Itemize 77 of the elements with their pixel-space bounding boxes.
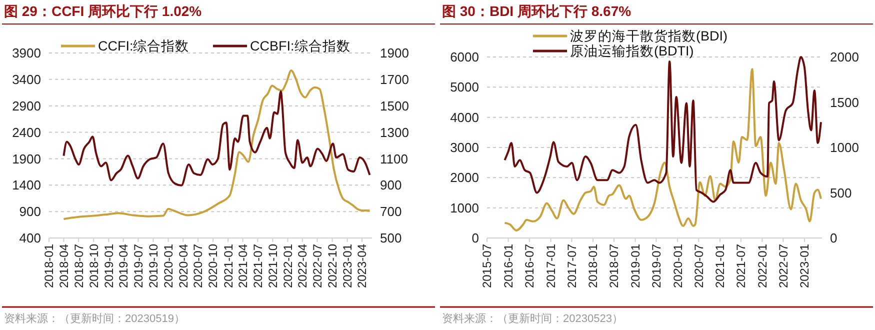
y2-tick-label: 0: [830, 230, 838, 246]
x-tick-label: 2016-07: [522, 244, 537, 288]
x-tick-label: 2021-04: [236, 244, 250, 288]
y-tick-label: 3400: [12, 72, 41, 87]
y-tick-label: 5000: [450, 80, 479, 95]
x-tick-label: 2023-01: [340, 244, 355, 288]
x-tick-label: 2015-07: [480, 244, 494, 288]
y2-tick-label: 700: [380, 204, 402, 220]
x-tick-label: 2019-10: [146, 244, 160, 288]
x-tick-label: 2021-07: [734, 244, 748, 288]
y-tick-label: 900: [19, 204, 41, 220]
x-tick-label: 2022-01: [755, 244, 770, 288]
x-tick-label: 2017-07: [564, 244, 579, 288]
chart-title: 图 29：CCFI 周环比下行 1.02%: [4, 3, 202, 19]
y-tick-label: 400: [19, 230, 41, 246]
x-tick-label: 2018-04: [56, 244, 71, 288]
y2-tick-label: 1500: [830, 94, 859, 110]
x-tick-label: 2022-07: [776, 244, 790, 288]
x-tick-label: 2022-10: [326, 244, 340, 288]
x-tick-label: 2019-07: [649, 244, 664, 288]
y2-tick-label: 1700: [380, 72, 409, 87]
line-series: [62, 90, 371, 186]
x-tick-label: 2022-07: [310, 244, 324, 288]
y-tick-label: 6000: [450, 50, 479, 65]
x-tick-label: 2020-07: [191, 244, 206, 288]
x-tick-label: 2021-07: [250, 244, 265, 288]
y2-tick-label: 500: [380, 230, 402, 246]
x-tick-label: 2019-01: [628, 244, 642, 288]
y2-tick-label: 1500: [380, 98, 409, 114]
x-tick-label: 2020-01: [670, 244, 685, 288]
x-tick-label: 2020-01: [161, 244, 176, 288]
y2-tick-label: 1000: [830, 140, 859, 156]
x-tick-label: 2018-07: [72, 244, 86, 288]
line-series: [62, 69, 371, 220]
x-tick-label: 2020-10: [206, 244, 220, 288]
x-tick-label: 2023-04: [355, 244, 370, 288]
y-tick-label: 3000: [450, 140, 479, 156]
x-tick-label: 2019-07: [131, 244, 146, 288]
y2-tick-label: 1100: [380, 151, 408, 166]
y2-tick-label: 1900: [380, 46, 409, 61]
legend-label: 波罗的海干散货指数(BDI): [570, 28, 728, 44]
x-tick-label: 2021-01: [221, 244, 236, 288]
x-tick-label: 2018-07: [607, 244, 622, 288]
x-tick-label: 2020-04: [176, 244, 190, 288]
chart-title: 图 30：BDI 周环比下行 8.67%: [442, 3, 632, 19]
x-tick-label: 2021-01: [713, 244, 728, 288]
x-tick-label: 2022-04: [296, 244, 310, 288]
x-tick-label: 2018-01: [586, 244, 600, 288]
y-tick-label: 1900: [12, 151, 41, 166]
y-tick-label: 0: [472, 230, 479, 246]
x-tick-label: 2016-01: [502, 244, 516, 288]
x-tick-label: 2018-10: [86, 244, 101, 288]
x-tick-label: 2021-10: [266, 244, 280, 288]
y-tick-label: 2900: [12, 98, 41, 114]
x-tick-label: 2022-01: [280, 244, 295, 288]
line-series: [504, 68, 822, 232]
y-tick-label: 2000: [450, 170, 479, 186]
x-tick-label: 2017-01: [544, 244, 558, 288]
y-tick-label: 1400: [12, 178, 41, 193]
x-tick-label: 2018-01: [42, 244, 56, 288]
text: 资料来源：（更新时间：20230519）: [4, 312, 185, 325]
x-tick-label: 2020-07: [692, 244, 706, 288]
legend-label: CCFI:综合指数: [98, 38, 190, 54]
x-tick-label: 2019-01: [102, 244, 116, 288]
y2-tick-label: 2000: [830, 50, 859, 65]
y2-tick-label: 900: [380, 178, 402, 193]
legend-label: 原油运输指数(BDTI): [570, 44, 694, 59]
y-tick-label: 3900: [12, 46, 41, 61]
y-tick-label: 1000: [450, 200, 479, 216]
legend-label: CCBFI:综合指数: [250, 38, 350, 54]
x-tick-label: 2023-01: [798, 244, 812, 288]
y2-tick-label: 1300: [380, 124, 409, 140]
y2-tick-label: 500: [830, 185, 852, 200]
x-tick-label: 2019-04: [116, 244, 131, 288]
y-tick-label: 4000: [450, 110, 479, 125]
y-tick-label: 2400: [12, 124, 41, 140]
text: 资料来源：（更新时间：20230523）: [442, 312, 623, 325]
